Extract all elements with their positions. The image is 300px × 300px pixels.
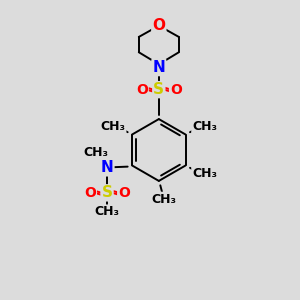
Text: O: O xyxy=(118,186,130,200)
Text: O: O xyxy=(136,82,148,97)
Text: S: S xyxy=(101,185,112,200)
Text: O: O xyxy=(152,18,165,33)
Text: S: S xyxy=(153,82,164,97)
Text: N: N xyxy=(152,60,165,75)
Text: CH₃: CH₃ xyxy=(192,167,217,180)
Text: CH₃: CH₃ xyxy=(192,120,217,133)
Text: O: O xyxy=(170,82,182,97)
Text: O: O xyxy=(84,186,96,200)
Text: CH₃: CH₃ xyxy=(100,120,125,133)
Text: CH₃: CH₃ xyxy=(152,193,177,206)
Text: CH₃: CH₃ xyxy=(94,206,119,218)
Text: CH₃: CH₃ xyxy=(83,146,108,159)
Text: N: N xyxy=(101,160,113,175)
